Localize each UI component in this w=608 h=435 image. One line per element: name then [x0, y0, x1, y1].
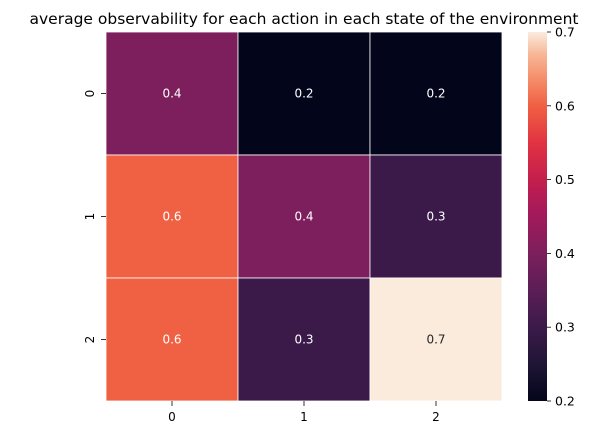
heatmap-cell-0-2 — [369, 31, 503, 156]
heatmap-cell-0-0 — [105, 31, 239, 156]
colorbar-ticks: 0.2 0.3 0.4 0.5 0.6 0.7 — [547, 25, 575, 409]
cell-value-label-2-1: 0.3 — [294, 333, 313, 347]
chart-title: average observability for each action in… — [30, 10, 579, 28]
colorbar-gradient — [528, 32, 547, 401]
cell-value-label-2-2: 0.7 — [426, 333, 445, 347]
y-tick-label-0: 0 — [83, 90, 97, 98]
colorbar-tick-label-4: 0.6 — [555, 98, 575, 113]
x-tick-label-1: 1 — [300, 410, 308, 424]
cell-value-label-0-2: 0.2 — [426, 87, 445, 101]
heatmap-cell-labels: 0.4 0.2 0.2 0.6 0.4 0.3 0.6 0.3 0.7 — [162, 87, 445, 347]
heatmap-cell-2-0 — [105, 277, 239, 402]
heatmap-cell-0-1 — [237, 31, 371, 156]
colorbar-tick-label-2: 0.4 — [555, 246, 575, 261]
cell-value-label-0-0: 0.4 — [162, 87, 181, 101]
colorbar: 0.2 0.3 0.4 0.5 0.6 0.7 — [528, 25, 575, 409]
y-axis: 0 1 2 — [83, 90, 106, 344]
colorbar-tick-label-3: 0.5 — [555, 172, 575, 187]
colorbar-tick-label-5: 0.7 — [555, 25, 575, 40]
x-tick-label-0: 0 — [168, 410, 176, 424]
cell-value-label-1-0: 0.6 — [162, 210, 181, 224]
heatmap-cells — [105, 31, 503, 402]
cell-value-label-0-1: 0.2 — [294, 87, 313, 101]
colorbar-tick-label-0: 0.2 — [555, 394, 575, 409]
heatmap-cell-2-1 — [237, 277, 371, 402]
heatmap-cell-1-2 — [369, 154, 503, 279]
cell-value-label-1-2: 0.3 — [426, 210, 445, 224]
cell-value-label-1-1: 0.4 — [294, 210, 313, 224]
cell-value-label-2-0: 0.6 — [162, 333, 181, 347]
x-tick-label-2: 2 — [432, 410, 440, 424]
heatmap-cell-1-1 — [237, 154, 371, 279]
y-tick-label-2: 2 — [83, 336, 97, 344]
heatmap-cell-1-0 — [105, 154, 239, 279]
y-tick-label-1: 1 — [83, 213, 97, 221]
x-axis: 0 1 2 — [168, 401, 440, 424]
colorbar-tick-label-1: 0.3 — [555, 320, 575, 335]
